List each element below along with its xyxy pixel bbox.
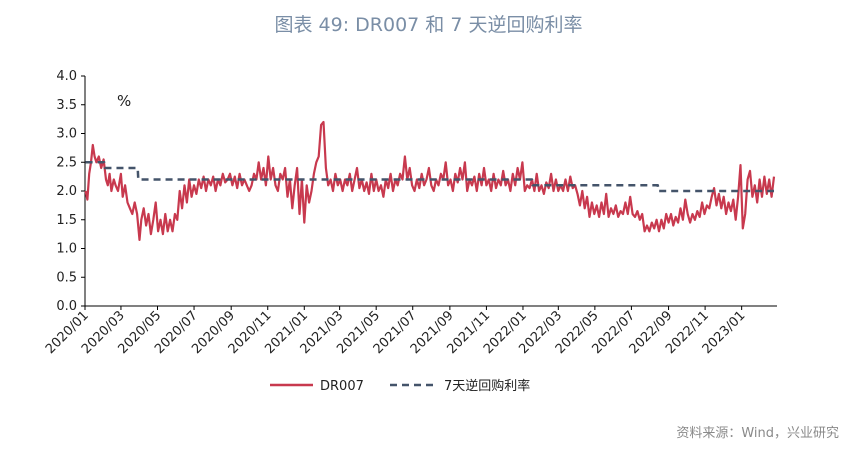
series-line-dr007 — [84, 120, 776, 241]
series-layer — [84, 120, 776, 241]
chart-title: 图表 49: DR007 和 7 天逆回购利率 — [274, 14, 583, 36]
y-tick-label: 0.0 — [56, 299, 77, 314]
y-tick-label: 1.5 — [56, 213, 77, 228]
legend-label-dr007: DR007 — [320, 379, 364, 394]
legend: DR007 7天逆回购利率 — [270, 378, 530, 394]
y-tick-label: 4.0 — [56, 69, 77, 84]
y-axis: 0.0 0.5 1.0 1.5 2.0 2.5 3.0 3.5 4.0 — [56, 69, 86, 314]
y-tick-label: 1.0 — [56, 242, 77, 257]
source-note: 资料来源：Wind，兴业研究 — [676, 426, 839, 441]
legend-label-reverse-repo: 7天逆回购利率 — [444, 378, 530, 394]
y-tick-label: 0.5 — [56, 270, 77, 285]
series-line-reverse-repo — [85, 161, 774, 193]
y-tick-label: 3.5 — [56, 98, 77, 113]
y-tick-label: 3.0 — [56, 127, 77, 142]
x-axis: 2020/012020/032020/052020/072020/092020/… — [43, 305, 777, 357]
y-unit-label: % — [117, 92, 131, 110]
y-tick-label: 2.5 — [56, 155, 77, 170]
y-tick-label: 2.0 — [56, 184, 77, 199]
